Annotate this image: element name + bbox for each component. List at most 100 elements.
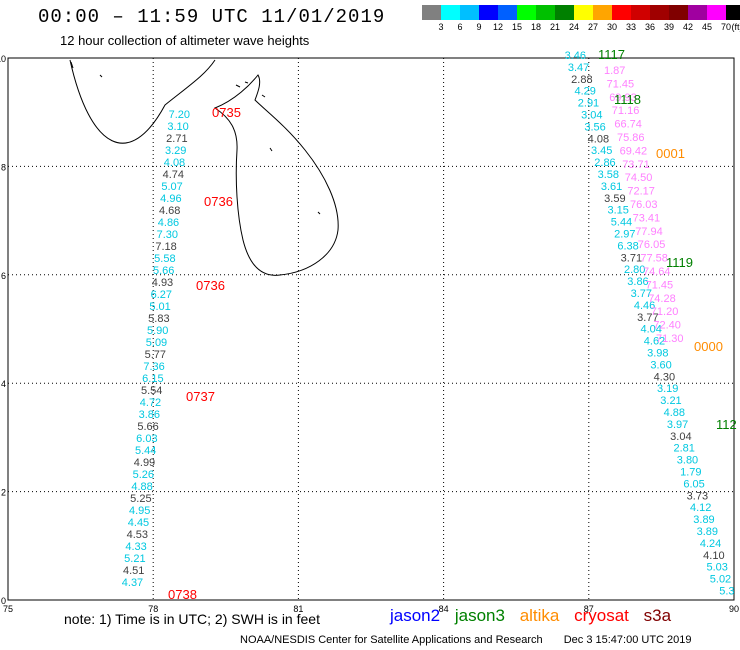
color-swatch bbox=[612, 5, 631, 20]
color-scale-label: (ft) bbox=[731, 22, 740, 32]
wave-height-label: 71.30 bbox=[656, 333, 684, 345]
color-swatch bbox=[441, 5, 460, 20]
lat-lon-grid bbox=[8, 58, 734, 600]
legend-s3a: s3a bbox=[643, 606, 672, 625]
wave-height-label: 3.89 bbox=[693, 514, 714, 526]
wave-height-label: 4.96 bbox=[160, 193, 181, 205]
wave-height-label: 71.45 bbox=[646, 279, 674, 291]
wave-height-label: 4.95 bbox=[129, 505, 150, 517]
wave-height-label: 5.58 bbox=[154, 253, 175, 265]
lon-tick-label: 87 bbox=[584, 604, 594, 614]
color-swatch bbox=[707, 5, 726, 20]
map-frame bbox=[7, 57, 735, 601]
pass-time-label: 1117 bbox=[598, 47, 625, 62]
pass-time-label: 0000 bbox=[694, 339, 723, 354]
wave-height-label: 4.51 bbox=[123, 565, 144, 577]
wave-height-label: 3.86 bbox=[627, 276, 648, 288]
color-scale-label: 27 bbox=[587, 22, 599, 32]
wave-height-label: 4.12 bbox=[690, 502, 711, 514]
wave-height-label: 4.08 bbox=[588, 133, 609, 145]
pass-time-label: 0735 bbox=[212, 105, 241, 120]
wave-height-label: 3.60 bbox=[650, 359, 671, 371]
lat-tick-label: 2 bbox=[1, 488, 6, 498]
wave-height-label: 5.21 bbox=[124, 553, 145, 565]
wave-height-label: 4.37 bbox=[122, 577, 143, 589]
color-swatch bbox=[593, 5, 612, 20]
wave-height-label: 3.47 bbox=[568, 62, 589, 74]
wave-height-label: 73.41 bbox=[633, 212, 661, 224]
map-title: 00:00 – 11:59 UTC 11/01/2019 bbox=[38, 6, 386, 28]
wave-height-label: 2.91 bbox=[578, 98, 599, 110]
wave-height-label: 1.87 bbox=[604, 65, 625, 77]
wave-height-label: 5.54 bbox=[141, 385, 162, 397]
wave-height-label: 6.05 bbox=[683, 478, 704, 490]
note-text: note: 1) Time is in UTC; 2) SWH is in fe… bbox=[64, 611, 320, 627]
wave-height-label: 4.99 bbox=[134, 457, 155, 469]
satellite-legend: jason2 jason3 altika cryosat s3a bbox=[390, 606, 681, 626]
color-swatch bbox=[726, 5, 740, 20]
wave-height-label: 4.33 bbox=[125, 541, 146, 553]
wave-height-label: 3.29 bbox=[165, 145, 186, 157]
wave-height-label: 3.77 bbox=[637, 312, 658, 324]
wave-height-label: 7.30 bbox=[157, 229, 178, 241]
wave-height-label: 3.73 bbox=[687, 490, 708, 502]
wave-height-label: 76.05 bbox=[638, 239, 666, 251]
wave-height-label: 2.97 bbox=[614, 229, 635, 241]
wave-height-label: 4.46 bbox=[634, 300, 655, 312]
lon-tick-label: 75 bbox=[3, 604, 13, 614]
lon-tick-label: 90 bbox=[729, 604, 739, 614]
wave-height-label: 4.29 bbox=[574, 86, 595, 98]
footer-org: NOAA/NESDIS Center for Satellite Applica… bbox=[240, 634, 543, 646]
wave-height-label: 3.98 bbox=[647, 348, 668, 360]
color-scale-label: 24 bbox=[568, 22, 580, 32]
color-scale-label: 30 bbox=[606, 22, 618, 32]
wave-height-label: 3.61 bbox=[601, 181, 622, 193]
wave-height-label: 3.04 bbox=[581, 110, 602, 122]
wave-height-label: 3.80 bbox=[677, 455, 698, 467]
wave-height-label: 4.62 bbox=[644, 336, 665, 348]
wave-height-label: 1.79 bbox=[680, 467, 701, 479]
color-swatch bbox=[688, 5, 707, 20]
wave-height-label: 3.10 bbox=[167, 121, 188, 133]
wave-height-label: 3.15 bbox=[607, 205, 628, 217]
color-swatch bbox=[555, 5, 574, 20]
wave-height-label: 74.28 bbox=[648, 293, 676, 305]
sri-lanka-coastline bbox=[69, 59, 339, 276]
wave-height-label: 3.21 bbox=[660, 395, 681, 407]
color-scale-label: 3 bbox=[438, 22, 444, 32]
color-swatch bbox=[517, 5, 536, 20]
color-scale-label: 70 bbox=[720, 22, 732, 32]
wave-height-label: 75.86 bbox=[617, 132, 645, 144]
color-swatch bbox=[669, 5, 688, 20]
wave-height-label: 5.01 bbox=[149, 301, 170, 313]
wave-height-label: 4.53 bbox=[127, 529, 148, 541]
color-swatch bbox=[460, 5, 479, 20]
wave-height-label: 66.74 bbox=[614, 119, 642, 131]
wave-height-label: 76.03 bbox=[630, 199, 658, 211]
wave-height-label: 3.86 bbox=[139, 409, 160, 421]
lon-tick-label: 81 bbox=[293, 604, 303, 614]
pass-time-label: 1118 bbox=[614, 92, 641, 107]
color-swatch bbox=[631, 5, 650, 20]
lat-tick-label: 8 bbox=[1, 162, 6, 172]
wave-height-label: 69.93 bbox=[609, 92, 637, 104]
color-scale-label: 12 bbox=[492, 22, 504, 32]
lat-tick-label: 0 bbox=[1, 596, 6, 606]
lon-tick-label: 78 bbox=[148, 604, 158, 614]
wave-height-label: 7.36 bbox=[143, 361, 164, 373]
footer: NOAA/NESDIS Center for Satellite Applica… bbox=[240, 634, 692, 646]
lon-tick-label: 84 bbox=[439, 604, 449, 614]
lat-tick-label: 6 bbox=[1, 271, 6, 281]
color-swatch bbox=[498, 5, 517, 20]
lat-tick-label: 10 bbox=[0, 54, 6, 64]
color-scale-bar bbox=[422, 5, 740, 21]
wave-height-label: 5.03 bbox=[706, 562, 727, 574]
wave-height-label: 3.71 bbox=[621, 252, 642, 264]
wave-height-label: 4.68 bbox=[159, 205, 180, 217]
pass-time-label: 0737 bbox=[186, 389, 215, 404]
wave-height-label: 4.72 bbox=[140, 397, 161, 409]
color-scale-label: 42 bbox=[682, 22, 694, 32]
wave-height-label: 71.16 bbox=[612, 105, 640, 117]
wave-height-label: 3.89 bbox=[697, 526, 718, 538]
wave-height-label: 74.50 bbox=[625, 172, 653, 184]
